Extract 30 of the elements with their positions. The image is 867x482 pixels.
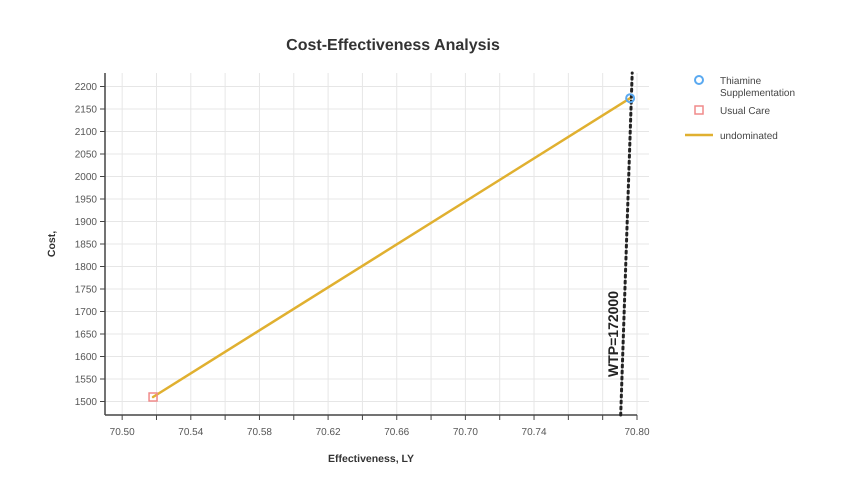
x-tick-label: 70.58 bbox=[246, 427, 272, 438]
y-tick-label: 1550 bbox=[74, 374, 98, 386]
chart-title: Cost-Effectiveness Analysis bbox=[286, 37, 500, 54]
y-tick-label: 1850 bbox=[74, 240, 98, 250]
x-tick-label: 70.62 bbox=[316, 427, 342, 438]
y-tick-label: 1700 bbox=[74, 307, 98, 318]
x-tick-label: 70.66 bbox=[384, 427, 410, 438]
y-tick-label: 2000 bbox=[74, 172, 98, 183]
legend-label: Usual Care bbox=[720, 106, 770, 117]
x-tick-label: 70.74 bbox=[522, 427, 547, 438]
x-tick-label: 70.54 bbox=[178, 427, 204, 438]
y-tick-label: 1900 bbox=[74, 217, 98, 228]
y-axis-title: Cost, bbox=[46, 230, 58, 258]
legend-label: undominated bbox=[720, 131, 778, 142]
legend-label: Thiamine Supplementation bbox=[720, 76, 796, 99]
x-tick-label: 70.70 bbox=[452, 427, 478, 438]
y-tick-label: 1750 bbox=[74, 284, 98, 296]
y-tick-label: 2200 bbox=[74, 82, 98, 93]
y-tick-label: 1650 bbox=[74, 330, 98, 340]
x-axis-title: Effectiveness, LY bbox=[328, 453, 414, 465]
y-tick-label: 1500 bbox=[74, 397, 98, 408]
x-tick-label: 70.80 bbox=[624, 427, 650, 438]
annotation: WTP=172000 bbox=[605, 290, 622, 377]
y-tick-label: 2100 bbox=[74, 127, 98, 138]
y-tick-label: 2150 bbox=[74, 104, 98, 116]
x-tick-label: 70.50 bbox=[110, 427, 136, 438]
y-tick-label: 1600 bbox=[74, 352, 98, 363]
y-tick-label: 1800 bbox=[74, 262, 98, 273]
y-tick-label: 2050 bbox=[74, 150, 98, 160]
y-tick-label: 1950 bbox=[74, 194, 98, 206]
